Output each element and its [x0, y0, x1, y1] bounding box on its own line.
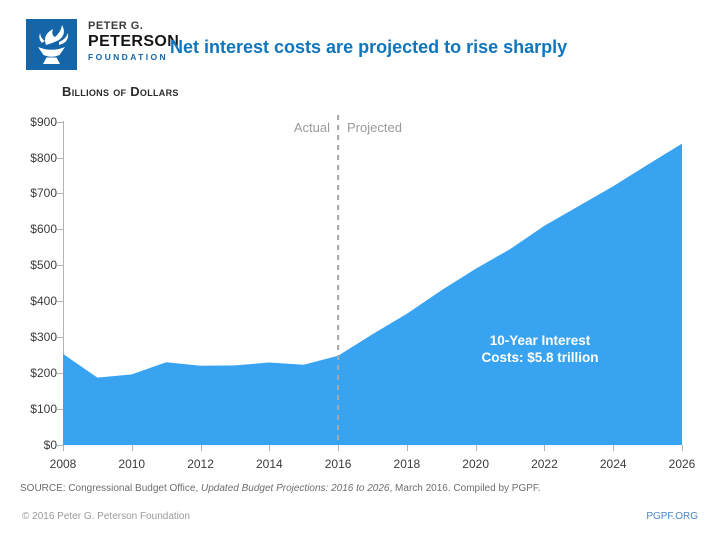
- x-axis-label: 2016: [324, 457, 352, 471]
- copyright-text: © 2016 Peter G. Peterson Foundation: [22, 511, 191, 522]
- x-axis-label: 2012: [187, 457, 214, 471]
- y-axis-label: $900: [30, 114, 57, 129]
- x-axis-label: 2018: [393, 457, 421, 471]
- y-axis-label: $800: [30, 150, 57, 165]
- projected-label: Projected: [347, 120, 402, 135]
- page-title: Net interest costs are projected to rise…: [170, 37, 568, 57]
- x-axis-label: 2024: [599, 457, 627, 471]
- area-chart: [63, 115, 682, 445]
- x-axis-tick: [63, 445, 64, 451]
- y-axis-tick: [57, 157, 63, 159]
- x-axis-tick: [613, 445, 615, 451]
- source-prefix: SOURCE: Congressional Budget Office,: [20, 483, 202, 494]
- pgpf-org-link[interactable]: PGPF.ORG: [646, 511, 698, 522]
- y-axis-label: $100: [30, 401, 57, 416]
- x-axis-label: 2008: [49, 457, 77, 471]
- x-axis-tick: [682, 445, 683, 451]
- y-axis-tick: [57, 444, 63, 446]
- y-axis-label: $400: [30, 294, 57, 309]
- x-axis-label: 2020: [462, 457, 489, 471]
- source-note: SOURCE: Congressional Budget Office, Upd…: [20, 483, 541, 494]
- chart-annotation: 10-Year Interest Costs: $5.8 trillion: [445, 332, 635, 366]
- logo-line-2: PETERSON: [88, 33, 180, 50]
- y-axis-label: $300: [30, 330, 57, 345]
- x-axis-label: 2026: [668, 457, 696, 471]
- logo-wordmark: PETER G. PETERSON FOUNDATION: [88, 21, 179, 62]
- annotation-line-2: Costs: $5.8 trillion: [481, 350, 599, 365]
- x-axis-tick: [475, 445, 477, 451]
- y-axis-label: $0: [43, 437, 57, 452]
- actual-label: Actual: [293, 120, 330, 135]
- y-axis-tick: [57, 372, 63, 374]
- x-axis-label: 2010: [118, 457, 146, 471]
- logo-line-3: FOUNDATION: [88, 52, 169, 62]
- logo-line-1: PETER G.: [88, 20, 144, 32]
- y-axis-tick: [57, 193, 63, 195]
- y-axis-tick: [57, 229, 63, 231]
- x-axis-tick: [200, 445, 202, 451]
- x-axis-tick: [338, 445, 340, 451]
- x-axis-tick: [544, 445, 546, 451]
- y-axis-label: $200: [30, 365, 57, 380]
- y-axis-tick: [57, 301, 63, 303]
- source-publication: Updated Budget Projections: 2016 to 2026: [201, 483, 390, 494]
- x-axis-tick: [131, 445, 133, 451]
- torch-icon: [26, 19, 77, 70]
- y-axis-title: Billions of Dollars: [62, 84, 179, 99]
- area-series: [63, 143, 682, 445]
- x-axis-label: 2014: [255, 457, 283, 471]
- y-axis-tick: [57, 337, 63, 339]
- y-axis-tick: [57, 265, 63, 267]
- source-suffix: , March 2016. Compiled by PGPF.: [389, 483, 541, 494]
- y-axis-line: [63, 121, 64, 445]
- x-axis-label: 2022: [531, 457, 558, 471]
- x-axis-tick: [406, 445, 408, 451]
- y-axis-label: $600: [30, 222, 57, 237]
- pgpf-logo: [26, 19, 77, 70]
- x-axis-tick: [269, 445, 271, 451]
- annotation-line-1: 10-Year Interest: [489, 333, 591, 348]
- y-axis-tick: [57, 408, 63, 410]
- y-axis-label: $700: [30, 186, 57, 201]
- y-axis-tick: [57, 121, 63, 123]
- y-axis-label: $500: [30, 258, 57, 273]
